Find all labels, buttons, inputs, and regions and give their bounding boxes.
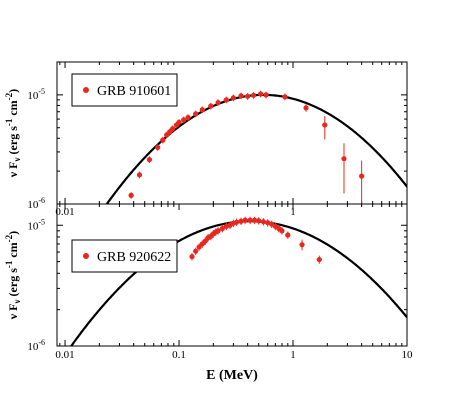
y-title-part: cm (6, 100, 20, 118)
data-point (215, 228, 221, 234)
legend-box (71, 73, 178, 107)
data-point (128, 192, 134, 198)
x-tick-label: 0.1 (172, 349, 186, 361)
data-point (199, 107, 205, 113)
data-point (258, 91, 264, 97)
data-point (265, 220, 271, 226)
data-point (322, 122, 328, 128)
y-axis-title: ν Fν (erg s-1 cm-2) (4, 231, 22, 320)
data-point (359, 173, 365, 179)
data-point (282, 94, 288, 100)
y-title-part: ν F (6, 303, 20, 320)
legend-label: GRB 910601 (97, 84, 171, 99)
x-axis-title: E (MeV) (206, 368, 258, 383)
x-tick-label: 0.01 (55, 206, 74, 218)
x-tick-label: 10 (402, 349, 414, 361)
y-tick-exponent: -6 (38, 196, 45, 205)
legend-marker (83, 87, 89, 93)
x-tick-label: 0.01 (55, 349, 74, 361)
data-point (185, 114, 191, 121)
data-point (299, 242, 305, 248)
y-title-sup: -2 (4, 234, 14, 242)
y-title-sup: -2 (4, 92, 14, 100)
y-title-part: ) (6, 89, 20, 93)
data-point (146, 157, 153, 163)
data-point (193, 248, 199, 254)
data-point (341, 156, 347, 162)
data-point (170, 126, 176, 132)
y-tick-exponent: -6 (38, 338, 45, 347)
x-tick-label: 1 (290, 349, 296, 361)
y-tick-label: 10-5 (27, 87, 45, 102)
data-point (208, 103, 214, 109)
data-point (238, 93, 244, 99)
y-title-part: ) (6, 231, 20, 235)
y-title-part: (erg s (6, 126, 20, 158)
data-point (215, 99, 221, 106)
data-point (136, 172, 143, 178)
data-point (251, 217, 258, 223)
x-tick-label: 1 (290, 206, 296, 218)
data-point (245, 93, 251, 99)
data-series (128, 90, 365, 204)
y-title-sup: -1 (4, 260, 14, 268)
data-point (247, 217, 253, 223)
data-point (176, 119, 182, 125)
data-point (196, 244, 202, 250)
data-point (256, 218, 262, 224)
data-point (181, 117, 187, 123)
data-point (189, 254, 195, 260)
plot-frame (56, 203, 408, 347)
legend: GRB 920622 (71, 239, 178, 273)
data-point (238, 218, 244, 224)
y-title-part: (erg s (6, 268, 20, 300)
data-point (285, 232, 291, 238)
y-title-part: cm (6, 242, 20, 260)
data-point (155, 144, 161, 151)
y-title-sub: ν (12, 157, 22, 162)
data-point (160, 137, 166, 143)
data-series (189, 216, 322, 264)
y-tick-base: 10 (27, 90, 39, 102)
data-point (242, 217, 248, 223)
data-point (219, 225, 225, 232)
legend: GRB 910601 (71, 73, 178, 107)
legend-marker (83, 253, 89, 259)
y-tick-base: 10 (27, 220, 39, 232)
y-title-part: ν F (6, 161, 20, 178)
data-point (316, 256, 322, 263)
data-point (250, 92, 257, 98)
y-axis-title: ν Fν (erg s-1 cm-2) (4, 89, 22, 178)
y-tick-base: 10 (27, 199, 39, 211)
y-tick-label: 10-6 (27, 196, 45, 211)
y-tick-exponent: -5 (38, 217, 45, 226)
data-point (279, 228, 285, 234)
legend-box (71, 239, 178, 273)
legend-label: GRB 920622 (97, 250, 171, 265)
data-point (234, 219, 240, 225)
data-point (260, 219, 267, 225)
data-point (303, 105, 309, 111)
y-title-sub: ν (12, 299, 22, 304)
data-point (193, 111, 199, 117)
y-tick-label: 10-5 (27, 217, 45, 232)
data-point (223, 97, 229, 103)
y-tick-label: 10-6 (27, 338, 45, 353)
data-point (263, 92, 269, 98)
data-point (230, 95, 237, 101)
data-point (202, 238, 208, 244)
y-tick-exponent: -5 (38, 87, 45, 96)
y-tick-base: 10 (27, 341, 39, 353)
y-title-sup: -1 (4, 118, 14, 126)
